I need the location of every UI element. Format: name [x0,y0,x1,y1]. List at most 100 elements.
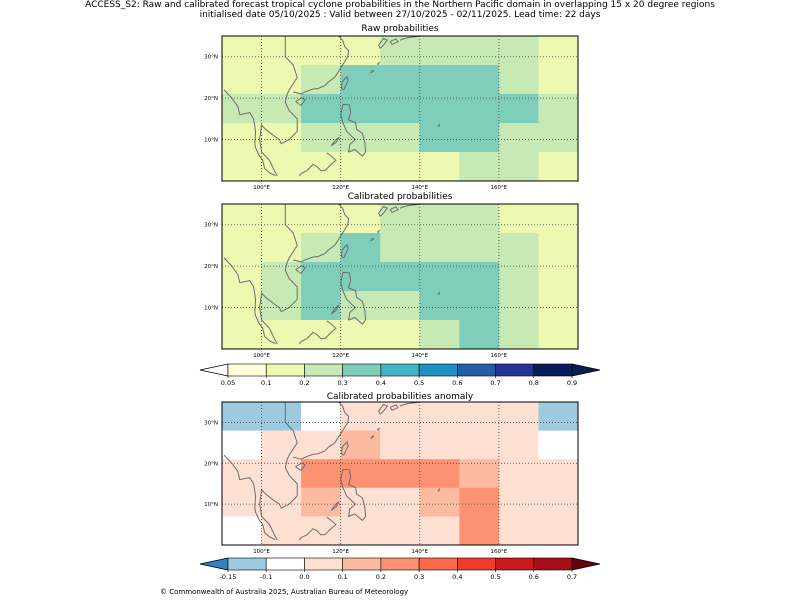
raw-map-cell [222,152,262,182]
raw-map-cell [340,123,381,153]
raw-map-cell [419,94,460,124]
anomaly-map-cell [380,430,421,460]
raw-map-lon-label: 100°E [253,185,270,191]
anomaly-map-cell [498,487,539,517]
calibrated-probabilities-map: 100°E 120°E 140°E 160°E 10°N 20°N 30°N [204,203,579,359]
anomaly-map-cell [459,459,500,489]
anomaly-map-cell [222,516,262,546]
anomaly-map-cell [538,487,579,517]
anomaly-map-cell [261,402,302,431]
anomaly-colorbar-segment [342,557,382,571]
anomaly-map-cell [301,459,341,489]
probability-colorbar-tick-label: 0.1 [261,379,271,387]
probability-colorbar-segment [304,363,343,377]
calibrated-map-cell [222,204,262,234]
anomaly-map-cell [301,402,341,431]
calibrated-map-cell [301,204,341,234]
raw-map-cell [261,152,302,182]
anomaly-colorbar-under-arrow [199,557,229,571]
raw-map-lat-label: 30°N [204,55,218,61]
probability-colorbar-segment [533,363,573,377]
anomaly-map-lon-label: 120°E [332,549,349,555]
raw-map-cell [380,94,421,124]
anomaly-colorbar-tick-label: 0.2 [376,573,386,581]
anomaly-colorbar-tick-label: 0.0 [299,573,309,581]
probability-colorbar-under-arrow [199,363,229,377]
probability-colorbar-tick-label: 0.9 [567,379,577,387]
calibrated-map-frame [221,203,579,350]
raw-map-lat-label: 10°N [204,138,218,144]
anomaly-map-cell [380,487,421,517]
anomaly-map-lat-label: 30°N [204,420,218,426]
raw-map-lon-label: 120°E [332,185,349,191]
calibrated-map-cell [459,204,500,234]
calibrated-map-cell [301,320,341,350]
anomaly-colorbar-segment [457,557,496,571]
anomaly-map-cell [498,516,539,546]
calibrated-map-cell [340,320,381,350]
calibrated-map-cell [538,204,579,234]
calibrated-map-cell [459,233,500,263]
anomaly-map-cell [538,430,579,460]
calibrated-map-cell [340,291,381,321]
raw-map-cell [340,152,381,182]
calibrated-map-lon-label: 140°E [411,353,428,359]
anomaly-colorbar-segment [533,557,573,571]
calibrated-map-cell [538,320,579,350]
raw-map-cell [380,152,421,182]
anomaly-colorbar-tick-label: 0.7 [567,573,577,581]
calibrated-map-cell [380,320,421,350]
anomaly-map-cell [498,430,539,460]
anomaly-colorbar-tick-label: 0.6 [529,573,539,581]
anomaly-map-frame [221,401,579,546]
calibrated-map-cell [261,320,302,350]
anomaly-map-lon-label: 100°E [253,549,270,555]
anomaly-map-cell [222,430,262,460]
anomaly-map-cell [498,402,539,431]
anomaly-colorbar-over-arrow [571,557,601,571]
raw-map-lat-label: 20°N [204,96,218,102]
raw-map-cell [498,94,539,124]
raw-map-cell [340,36,381,66]
calibrated-map-lat-label: 10°N [204,306,218,312]
raw-panel-title: Raw probabilities [361,24,439,34]
anomaly-colorbar-segment [304,557,343,571]
calibrated-map-cell [301,291,341,321]
raw-map-lon-label: 160°E [491,185,508,191]
anomaly-map-lon-label: 140°E [411,549,428,555]
raw-map-cell [538,94,579,124]
probability-colorbar-over-arrow [571,363,601,377]
probability-colorbar-tick-label: 0.4 [376,379,386,387]
raw-map-cell [380,65,421,95]
raw-map-cell [459,94,500,124]
probability-colorbar-tick-label: 0.7 [490,379,500,387]
calibrated-map-cell [538,262,579,292]
figure-title-line-2: initialised date 05/10/2025 : Valid betw… [199,10,601,20]
anomaly-panel-title: Calibrated probabilities anomaly [326,392,474,402]
calibrated-map-cell [419,320,460,350]
calibrated-map-lat-label: 30°N [204,223,218,229]
calibrated-map-cell [459,262,500,292]
anomaly-map-cell [301,516,341,546]
anomaly-colorbar-segment [265,557,305,571]
calibrated-map-cell [538,291,579,321]
probability-colorbar-segment [380,363,420,377]
raw-map-cell [538,65,579,95]
anomaly-map-lon-label: 160°E [491,549,508,555]
anomaly-map-cell [340,487,381,517]
anomaly-map-cell [419,402,460,431]
raw-map-cell [222,36,262,66]
anomaly-colorbar-segment [227,557,267,571]
calibrated-map-cell [419,204,460,234]
calibrated-map-cell [340,233,381,263]
anomaly-map-cell [459,487,500,517]
anomaly-map-cell [459,430,500,460]
anomaly-colorbar-segment [418,557,458,571]
calibrated-map-cell [498,320,539,350]
anomaly-map-cell [380,516,421,546]
raw-map-cell [340,65,381,95]
anomaly-colorbar-segment [495,557,535,571]
anomaly-colorbar-segment [380,557,420,571]
calibrated-map-cell [459,320,500,350]
